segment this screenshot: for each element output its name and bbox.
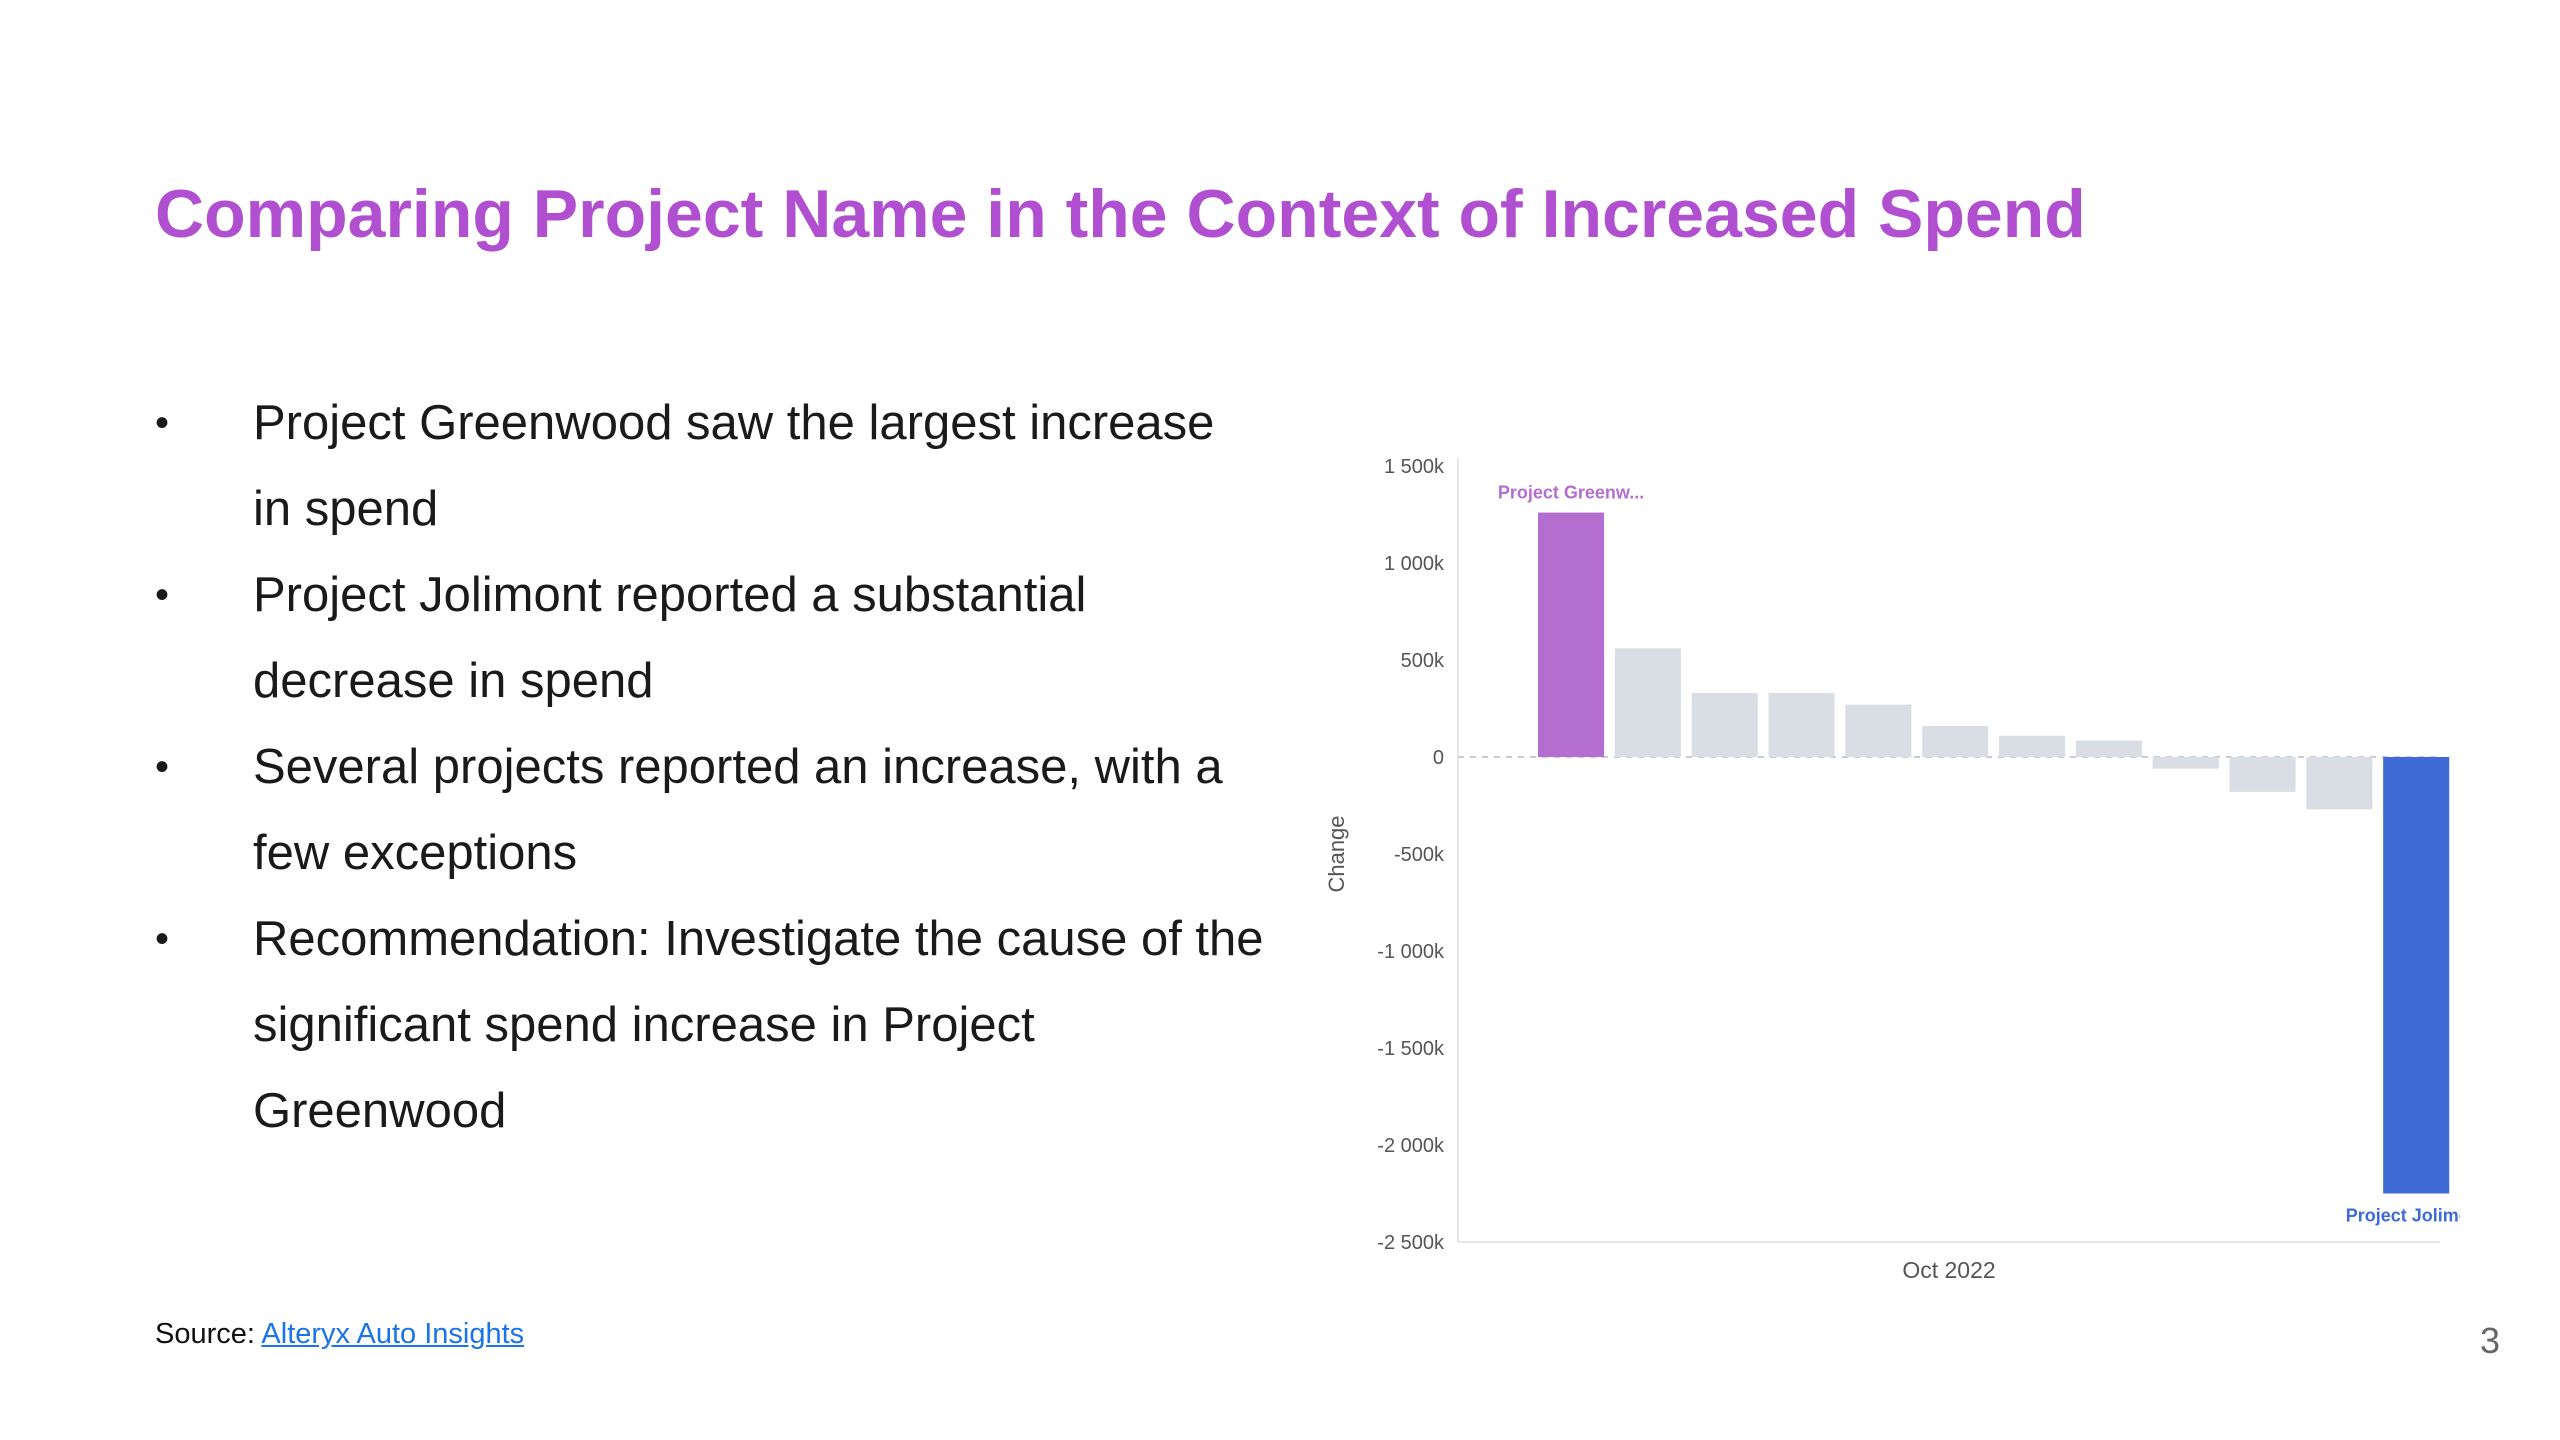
y-tick-label: -1 500k xyxy=(1377,1038,1445,1060)
bar xyxy=(1845,704,1912,757)
source-label: Source: xyxy=(155,1318,262,1350)
bar xyxy=(1691,692,1758,757)
waterfall-bar-chart: 1 500k 1 000k 500k 0 -500k -1 000k -1 500k -2 0… xyxy=(1324,456,2460,1283)
y-tick-label: 1 000k xyxy=(1384,553,1445,575)
y-tick-label: 1 500k xyxy=(1384,456,1445,478)
bullet-item: • Recommendation: Investigate the cause o… xyxy=(155,896,1265,1154)
y-tick-label: 500k xyxy=(1401,650,1445,672)
bar xyxy=(1614,648,1681,757)
y-tick-label: 0 xyxy=(1433,747,1444,769)
bar xyxy=(1922,725,1989,757)
bar xyxy=(1768,692,1835,757)
x-axis-label: Oct 2022 xyxy=(1902,1257,1995,1283)
y-tick-label: -2 500k xyxy=(1377,1232,1445,1254)
bullet-dot: • xyxy=(155,573,170,617)
bullet-text: Project Jolimont reported a substantial … xyxy=(253,568,1087,708)
bullet-item: • Several projects reported an increase, … xyxy=(155,724,1265,896)
bar xyxy=(2075,740,2142,757)
bar xyxy=(2152,757,2219,769)
bar xyxy=(1999,735,2066,757)
bullet-dot: • xyxy=(155,401,170,445)
y-axis-label: Change xyxy=(1324,815,1349,892)
y-tick-label: -1 000k xyxy=(1377,941,1445,963)
bullet-item: • Project Greenwood saw the largest incre… xyxy=(155,380,1265,552)
slide-title: Comparing Project Name in the Context of… xyxy=(155,176,2086,252)
bullet-item: • Project Jolimont reported a substantial… xyxy=(155,552,1265,724)
bar xyxy=(2306,757,2373,810)
y-tick-label: -2 000k xyxy=(1377,1135,1445,1157)
bullet-dot: • xyxy=(155,745,170,789)
y-tick-label: -500k xyxy=(1394,844,1445,866)
source-line: Source: Alteryx Auto Insights xyxy=(155,1318,524,1351)
bar-label: Project Greenw... xyxy=(1498,483,1644,503)
bar xyxy=(1538,512,1605,757)
bar xyxy=(2383,757,2450,1194)
bullet-text: Recommendation: Investigate the cause of… xyxy=(253,912,1264,1138)
bar xyxy=(2229,757,2296,792)
bullet-dot: • xyxy=(155,917,170,961)
bullet-text: Several projects reported an increase, w… xyxy=(253,740,1223,880)
bar-label: Project Jolimont xyxy=(2346,1206,2460,1226)
page-number: 3 xyxy=(2480,1320,2501,1361)
bullet-list: • Project Greenwood saw the largest incre… xyxy=(155,380,1265,1154)
bullet-text: Project Greenwood saw the largest increa… xyxy=(253,396,1215,536)
source-link[interactable]: Alteryx Auto Insights xyxy=(261,1318,525,1350)
